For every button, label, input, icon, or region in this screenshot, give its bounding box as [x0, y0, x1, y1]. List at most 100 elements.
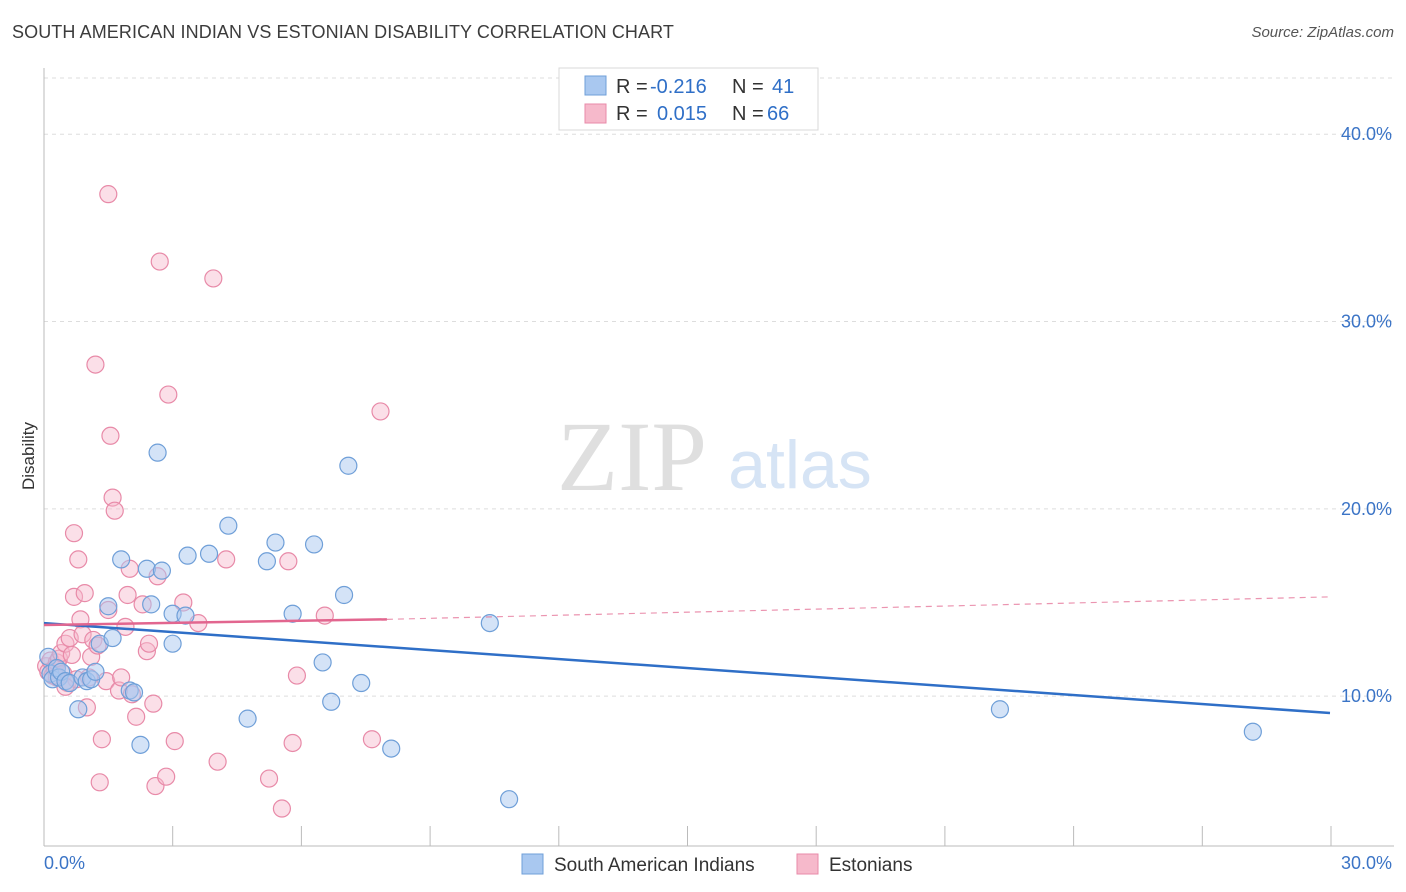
y-axis-label: Disability — [19, 421, 38, 490]
south-american-indians-point — [137, 559, 156, 578]
estonians-point — [259, 769, 279, 788]
south-american-indians-point — [334, 585, 354, 605]
series-legend-blue-swatch — [521, 853, 544, 875]
estonians-point — [86, 355, 105, 374]
source-label: Source: ZipAtlas.com — [1251, 24, 1394, 41]
south-american-indians-point — [352, 673, 371, 693]
estonians-point — [64, 587, 84, 606]
estonians-point — [283, 733, 302, 753]
watermark: ZIP atlas — [557, 401, 872, 512]
south-american-indians-point — [257, 552, 277, 571]
south-american-indians-point — [266, 533, 285, 552]
x-tick-label: 30.0% — [1341, 853, 1392, 873]
series-legend-pink-swatch — [796, 853, 819, 875]
south-american-indians-point — [152, 561, 171, 580]
watermark-atlas: atlas — [728, 427, 872, 503]
south-american-indians-point — [1243, 722, 1262, 741]
estonians-point — [118, 585, 137, 605]
south-american-indians-point — [219, 516, 238, 535]
estonians-point — [371, 402, 390, 421]
estonians-points — [37, 185, 390, 818]
south-american-indians-point — [131, 735, 150, 754]
south-american-indians-point — [990, 700, 1010, 719]
estonians-point — [139, 634, 159, 653]
south-american-indians-point — [178, 546, 197, 565]
estonians-point — [287, 666, 307, 685]
south-american-indians-point — [148, 443, 167, 462]
south-american-indians-point — [382, 739, 401, 758]
south-american-indians-point — [142, 595, 161, 614]
y-tick-label: 30.0% — [1341, 312, 1392, 332]
series-legend-blue-label: South American Indians — [554, 855, 755, 876]
south-american-indians-point — [199, 544, 219, 563]
south-american-indians-point — [176, 606, 195, 625]
estonians-point — [272, 799, 292, 818]
legend-r-label-2: R = — [616, 103, 648, 125]
estonians-point — [137, 642, 156, 661]
estonians-point — [157, 767, 176, 786]
estonians-point — [75, 584, 94, 603]
estonians-point — [90, 773, 109, 792]
legend-n-value-2: 66 — [767, 103, 789, 125]
blue-trendline — [43, 621, 1331, 715]
estonians-point — [204, 269, 223, 288]
legend-r-value-2: 0.015 — [657, 103, 707, 125]
south-american-indians-point — [103, 628, 122, 648]
series-legend: South American Indians Estonians — [521, 853, 912, 876]
estonians-point — [64, 524, 84, 543]
south-american-indians-point — [283, 604, 302, 623]
south-american-indians-point — [480, 613, 499, 633]
south-american-indians-point — [339, 456, 358, 475]
estonians-point — [127, 707, 146, 726]
south-american-indians-point — [304, 535, 324, 554]
estonians-point — [208, 752, 227, 771]
series-legend-pink-label: Estonians — [829, 855, 912, 876]
legend-n-label-2: N = — [732, 103, 764, 125]
x-tick-labels: 0.0% 30.0% — [44, 853, 1392, 873]
legend-blue-swatch — [584, 75, 607, 96]
y-tick-labels: 10.0% 20.0% 30.0% 40.0% — [1341, 124, 1392, 706]
estonians-point — [92, 730, 111, 749]
gridlines — [44, 77, 1394, 697]
south-american-indians-point — [99, 597, 118, 616]
legend-r-value-1: -0.216 — [650, 76, 707, 98]
chart-title: SOUTH AMERICAN INDIAN VS ESTONIAN DISABI… — [12, 22, 674, 42]
south-american-indians-point — [322, 692, 341, 711]
y-tick-label: 20.0% — [1341, 499, 1392, 519]
estonians-point — [105, 501, 124, 520]
pink-trendline — [43, 618, 387, 627]
watermark-zip: ZIP — [557, 401, 707, 512]
x-tick-label: 0.0% — [44, 853, 85, 873]
south-american-indians-point — [69, 700, 88, 719]
south-american-indians-point — [313, 653, 332, 672]
south-american-indians-point — [86, 662, 105, 681]
south-american-indians-point — [124, 683, 144, 702]
y-tick-label: 10.0% — [1341, 686, 1392, 706]
trendlines — [43, 596, 1331, 715]
estonians-point — [69, 550, 88, 569]
estonians-point — [103, 488, 122, 507]
estonians-point — [159, 385, 178, 404]
legend-r-label-1: R = — [616, 76, 648, 98]
south-american-indians-point — [500, 790, 519, 809]
y-tick-label: 40.0% — [1341, 124, 1392, 144]
south-american-indians-point — [112, 550, 131, 569]
pink-trendline-extension — [386, 596, 1331, 620]
correlation-legend: R = -0.216 N = 41 R = 0.015 N = 66 — [558, 67, 819, 131]
estonians-point — [150, 252, 169, 271]
legend-pink-swatch — [584, 103, 607, 124]
estonians-point — [279, 552, 298, 571]
estonians-point — [101, 426, 120, 445]
estonians-point — [112, 668, 131, 687]
legend-n-label-1: N = — [732, 76, 764, 98]
legend-n-value-1: 41 — [772, 76, 794, 98]
estonians-point — [144, 694, 163, 713]
estonians-point — [99, 185, 118, 204]
south-american-indians-point — [238, 709, 257, 728]
estonians-point — [62, 645, 81, 665]
south-american-indians-points — [39, 443, 1262, 809]
estonians-point — [217, 550, 236, 569]
estonians-point — [165, 732, 184, 751]
south-american-indians-point — [163, 634, 182, 653]
